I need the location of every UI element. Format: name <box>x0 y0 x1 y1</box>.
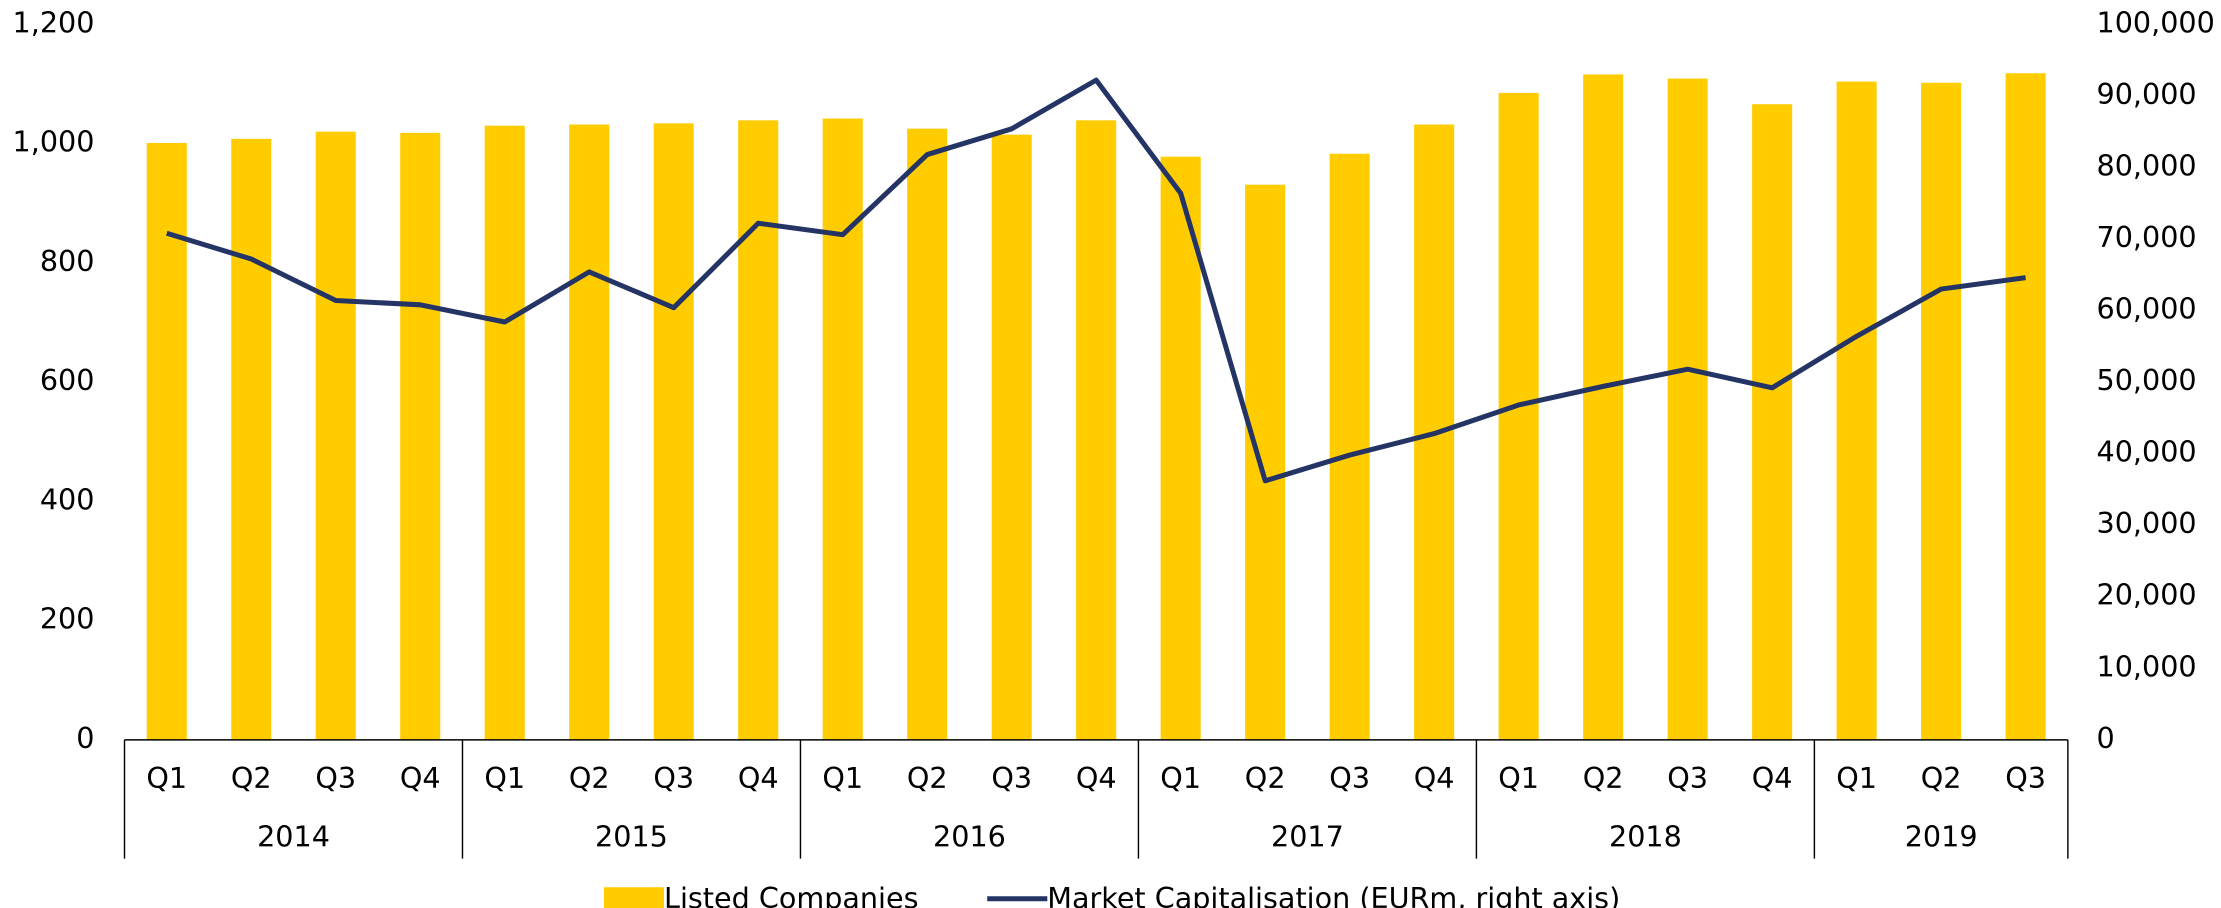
y2-tick-label: 10,000 <box>2096 649 2196 683</box>
y2-tick-label: 0 <box>2096 721 2114 755</box>
group-label: 2014 <box>257 820 330 854</box>
bar <box>1667 78 1708 740</box>
x-tick-label: Q4 <box>400 761 441 795</box>
y2-tick-label: 50,000 <box>2096 363 2196 397</box>
y2-tick-label: 60,000 <box>2096 292 2196 326</box>
x-tick-label: Q1 <box>822 761 863 795</box>
bar <box>1160 156 1201 740</box>
y2-tick-label: 90,000 <box>2096 77 2196 111</box>
bar <box>1752 104 1793 740</box>
group-label: 2016 <box>933 820 1006 854</box>
y-tick-label: 400 <box>40 482 95 516</box>
x-tick-label: Q1 <box>146 761 187 795</box>
legend-swatch <box>603 887 665 908</box>
bar <box>231 138 272 740</box>
x-tick-label: Q2 <box>231 761 272 795</box>
x-tick-label: Q2 <box>1921 761 1962 795</box>
x-tick-label: Q2 <box>1245 761 1286 795</box>
y2-tick-label: 30,000 <box>2096 506 2196 540</box>
y-tick-label: 800 <box>40 244 95 278</box>
y2-tick-label: 80,000 <box>2096 148 2196 182</box>
group-label: 2015 <box>595 820 668 854</box>
legend-label: Market Capitalisation (EURm, right axis) <box>1047 881 1620 908</box>
bar <box>2005 73 2046 740</box>
x-tick-label: Q3 <box>2005 761 2046 795</box>
bar <box>569 124 610 740</box>
x-tick-label: Q3 <box>1329 761 1370 795</box>
line <box>166 77 2026 484</box>
bar <box>907 128 948 740</box>
x-tick-label: Q2 <box>569 761 610 795</box>
bar <box>1836 81 1877 740</box>
x-tick-label: Q1 <box>1160 761 1201 795</box>
x-tick-label: Q3 <box>1667 761 1708 795</box>
x-tick-label: Q4 <box>1414 761 1455 795</box>
bar <box>400 132 441 740</box>
bar <box>822 118 863 740</box>
bar <box>484 125 525 740</box>
x-tick-label: Q1 <box>1836 761 1877 795</box>
bar <box>315 131 356 740</box>
x-tick-label: Q3 <box>991 761 1032 795</box>
bar <box>146 142 187 740</box>
y-tick-label: 0 <box>76 721 94 755</box>
y2-tick-label: 70,000 <box>2096 220 2196 254</box>
y2-tick-label: 100,000 <box>2096 5 2214 39</box>
x-tick-label: Q3 <box>315 761 356 795</box>
x-tick-label: Q4 <box>1076 761 1117 795</box>
bar <box>1498 92 1539 740</box>
x-tick-label: Q1 <box>484 761 525 795</box>
y2-tick-label: 40,000 <box>2096 435 2196 469</box>
group-label: 2017 <box>1271 820 1344 854</box>
x-tick-label: Q4 <box>1752 761 1793 795</box>
y-tick-label: 1,000 <box>13 125 95 159</box>
x-tick-label: Q1 <box>1498 761 1539 795</box>
group-label: 2019 <box>1905 820 1978 854</box>
bar <box>1076 120 1117 740</box>
x-tick-label: Q2 <box>1583 761 1624 795</box>
y2-tick-label: 20,000 <box>2096 578 2196 612</box>
y-tick-label: 1,200 <box>13 5 95 39</box>
bar <box>1583 74 1624 740</box>
x-tick-label: Q3 <box>653 761 694 795</box>
bar <box>1245 184 1286 740</box>
y-tick-label: 200 <box>40 602 95 636</box>
bar <box>1921 82 1962 740</box>
bar <box>991 134 1032 740</box>
x-tick-label: Q4 <box>738 761 779 795</box>
bar <box>1329 153 1370 740</box>
group-label: 2018 <box>1609 820 1682 854</box>
bar <box>653 123 694 740</box>
legend-label: Listed Companies <box>664 881 919 908</box>
x-tick-label: Q2 <box>907 761 948 795</box>
y-tick-label: 600 <box>40 363 95 397</box>
bar <box>738 120 779 740</box>
